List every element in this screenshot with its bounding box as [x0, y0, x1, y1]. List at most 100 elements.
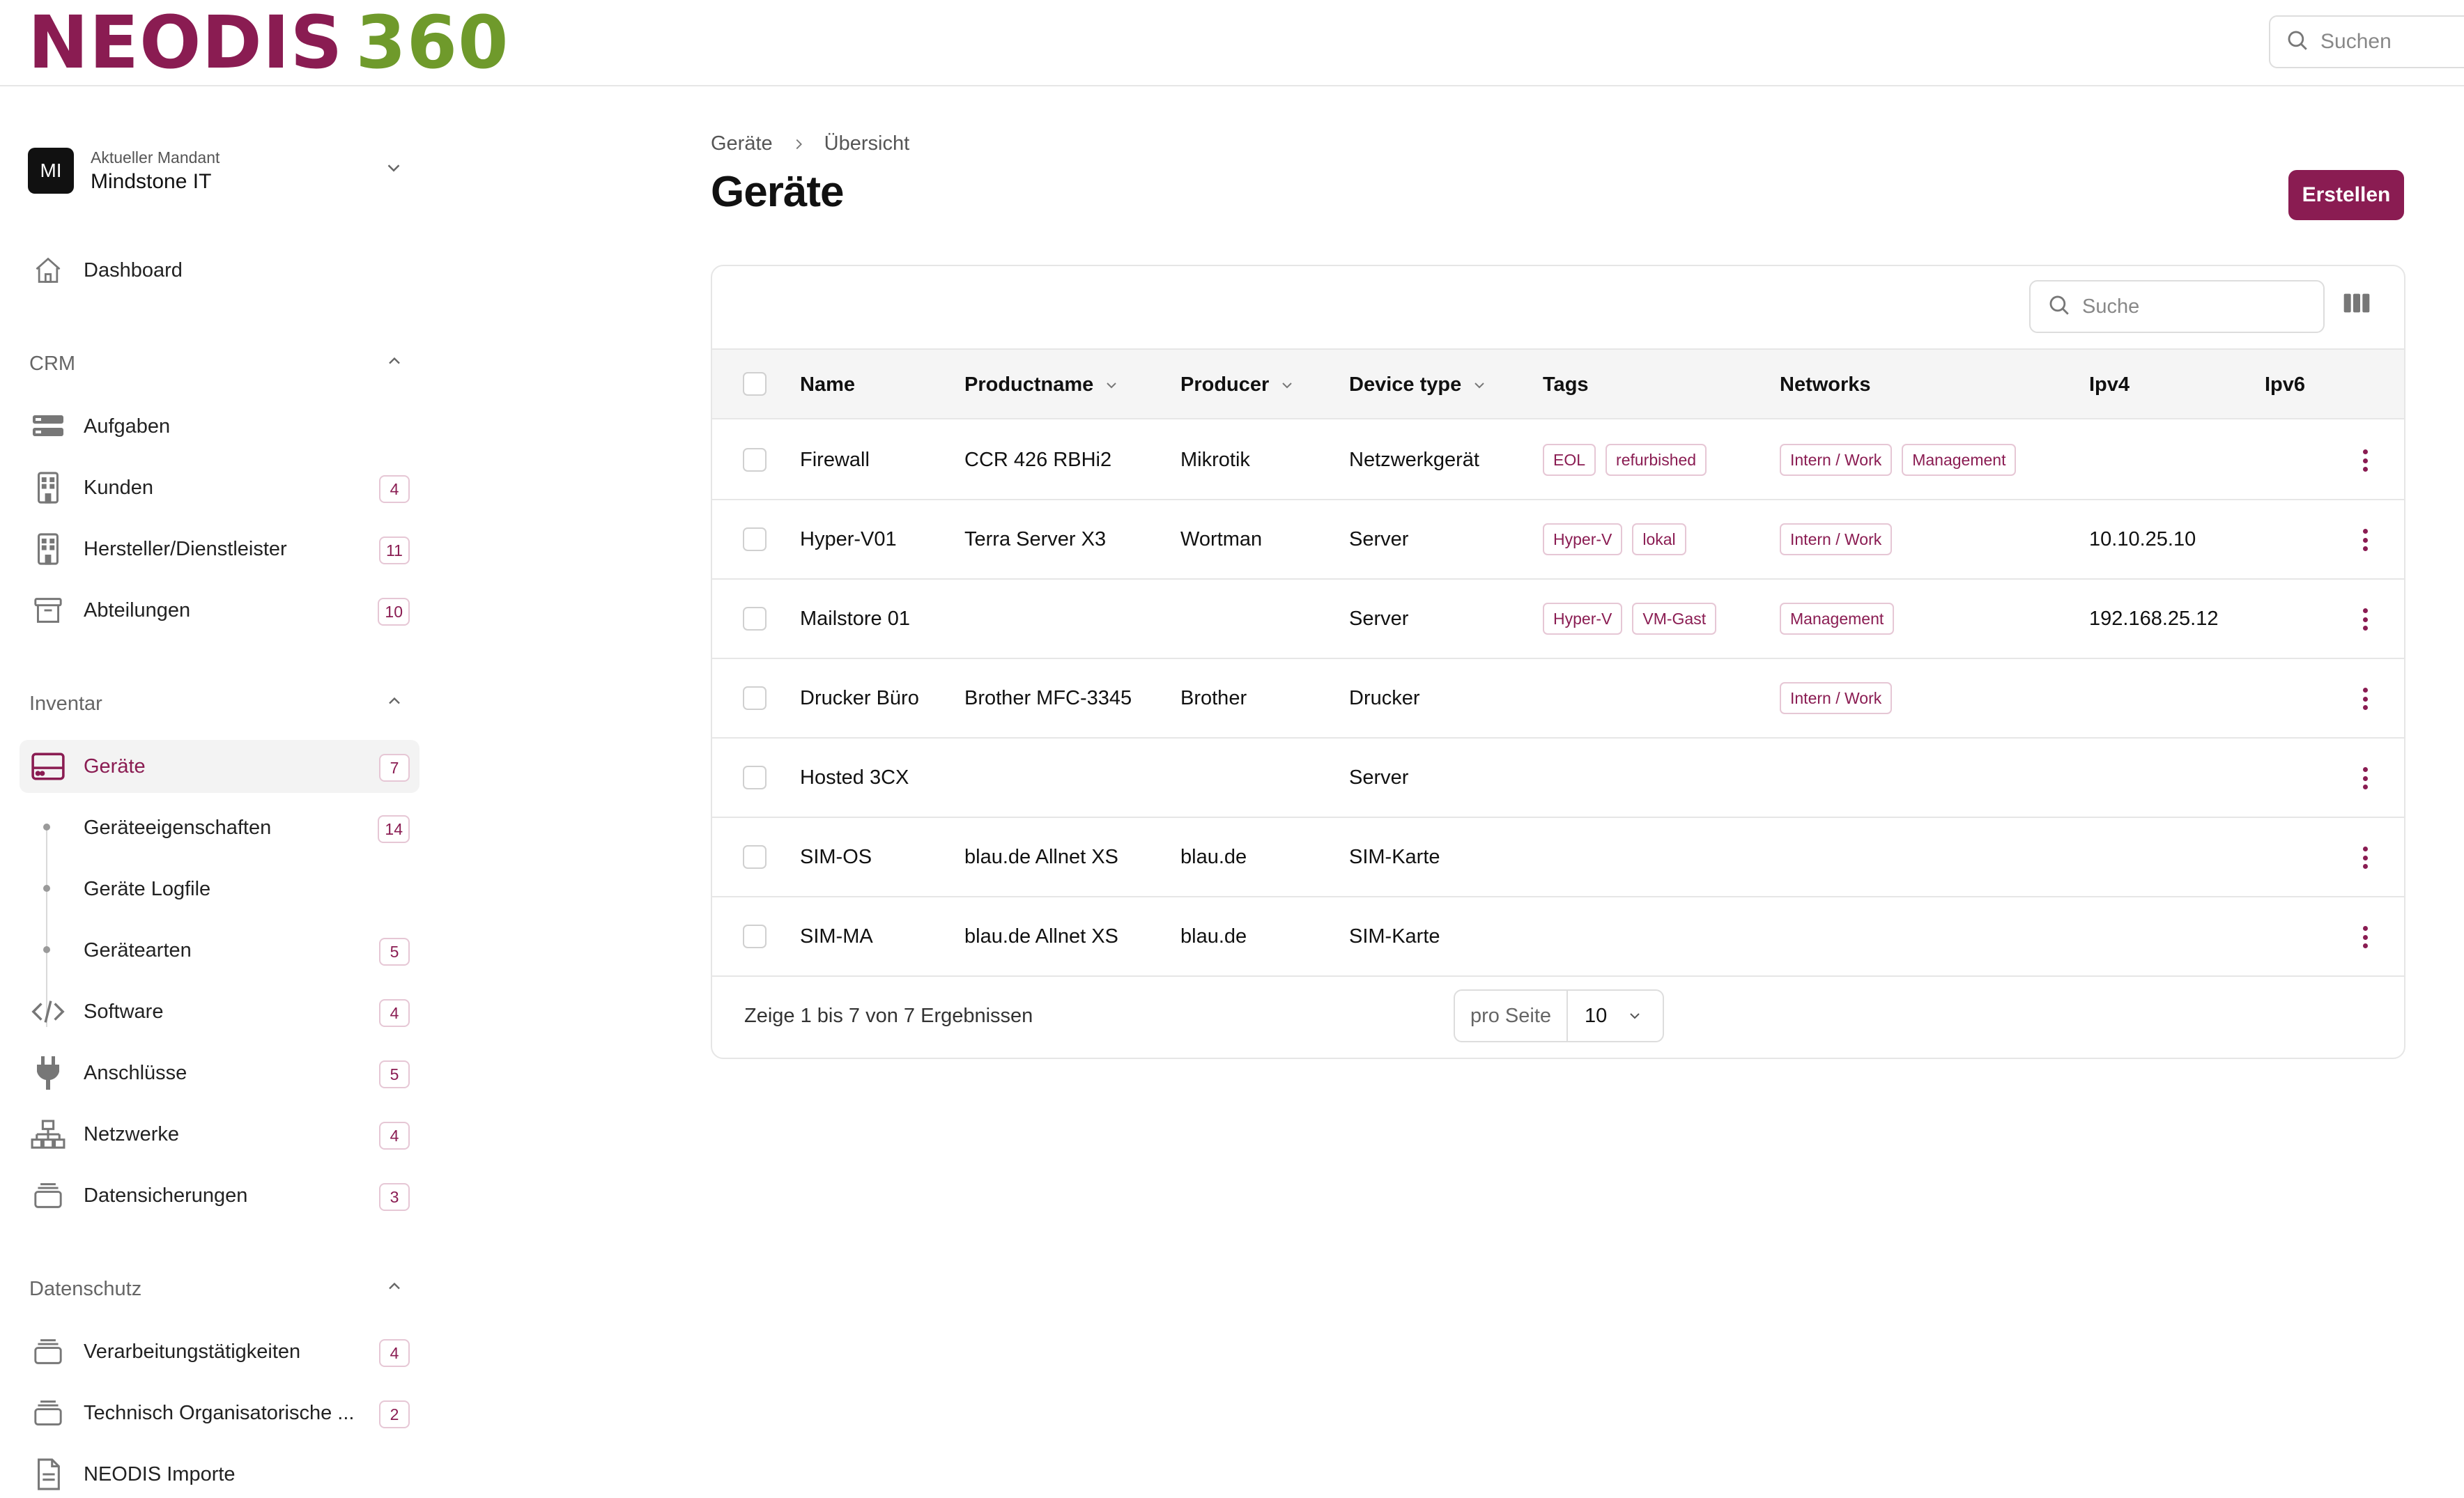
- select-all-checkbox[interactable]: [743, 372, 767, 396]
- sidebar-item-label: Abteilungen: [84, 599, 191, 621]
- kebab-dot: [2362, 926, 2368, 931]
- chevron-up-icon[interactable]: [385, 351, 404, 374]
- sidebar: MI Aktueller Mandant Mindstone IT Dashbo…: [0, 86, 432, 1498]
- code-icon: [22, 998, 74, 1026]
- tag-badge: Hyper-V: [1543, 523, 1623, 555]
- column-header-producer[interactable]: Producer: [1180, 373, 1295, 396]
- table-row[interactable]: SIM-OS blau.de Allnet XS blau.de SIM-Karte: [712, 818, 2404, 897]
- tag-badge: VM-Gast: [1632, 603, 1717, 635]
- count-badge: 5: [379, 1060, 410, 1088]
- per-page-label: pro Seite: [1455, 991, 1568, 1041]
- search-icon: [2047, 293, 2071, 321]
- network-badge-group: Intern / Work: [1780, 682, 1893, 714]
- table-row[interactable]: Mailstore 01 Server 192.168.25.12 Hyper-V VM…: [712, 580, 2404, 659]
- sidebar-item-kunden[interactable]: Kunden 4: [20, 461, 419, 514]
- archive-icon: [22, 596, 74, 624]
- tenant-switcher[interactable]: MI Aktueller Mandant Mindstone IT: [28, 142, 411, 199]
- sidebar-item-anschluesse[interactable]: Anschlüsse 5: [20, 1047, 419, 1099]
- sidebar-item-label: Verarbeitungstätigkeiten: [84, 1340, 301, 1363]
- column-header-device-type[interactable]: Device type: [1349, 373, 1488, 396]
- sidebar-item-label: Geräteeigenschaften: [84, 816, 272, 839]
- table-row[interactable]: SIM-MA blau.de Allnet XS blau.de SIM-Karte: [712, 897, 2404, 977]
- neodis-logo[interactable]: NEODIS 360: [28, 0, 509, 85]
- row-checkbox[interactable]: [743, 527, 767, 551]
- table-search-input[interactable]: Suche: [2029, 280, 2325, 333]
- cell-productname: blau.de Allnet XS: [964, 925, 1118, 948]
- section-title-crm: CRM: [29, 353, 76, 375]
- sidebar-item-netzwerke[interactable]: Netzwerke 4: [20, 1108, 419, 1161]
- sidebar-item-aufgaben[interactable]: Aufgaben: [20, 400, 419, 453]
- column-header-productname[interactable]: Productname: [964, 373, 1120, 396]
- column-header-tags: Tags: [1543, 373, 1589, 396]
- cell-device-type: SIM-Karte: [1349, 925, 1440, 948]
- sidebar-item-tom[interactable]: Technisch Organisatorische ... 2: [20, 1387, 419, 1439]
- row-checkbox[interactable]: [743, 845, 767, 869]
- table-row[interactable]: Hyper-V01 Terra Server X3 Wortman Server 10.…: [712, 500, 2404, 580]
- chevron-up-icon[interactable]: [385, 691, 404, 714]
- columns-toggle-icon[interactable]: [2343, 291, 2371, 318]
- sidebar-item-label: Dashboard: [84, 258, 183, 281]
- sidebar-item-label: Aufgaben: [84, 415, 171, 438]
- kebab-dot: [2362, 688, 2368, 693]
- global-search-input[interactable]: Suchen: [2269, 15, 2464, 68]
- logo-word: NEODIS: [28, 0, 344, 85]
- row-actions-kebab-icon[interactable]: [2358, 685, 2372, 713]
- row-checkbox[interactable]: [743, 766, 767, 789]
- tenant-avatar: MI: [28, 148, 74, 194]
- column-header-networks: Networks: [1780, 373, 1871, 396]
- sidebar-item-datensicherungen[interactable]: Datensicherungen 3: [20, 1169, 419, 1222]
- table-row[interactable]: Drucker Büro Brother MFC-3345 Brother Druck…: [712, 659, 2404, 739]
- kebab-dot: [2362, 855, 2368, 860]
- search-icon: [2286, 29, 2309, 56]
- sidebar-item-geraete-logfile[interactable]: Geräte Logfile: [20, 863, 419, 916]
- row-checkbox[interactable]: [743, 686, 767, 710]
- sidebar-item-geraete[interactable]: Geräte 7: [20, 740, 419, 793]
- breadcrumb-item-current: Übersicht: [824, 132, 910, 155]
- sidebar-item-geraeteeigenschaften[interactable]: Geräteeigenschaften 14: [20, 801, 419, 854]
- create-button[interactable]: Erstellen: [2288, 170, 2404, 220]
- kebab-dot: [2362, 617, 2368, 622]
- sidebar-item-geraetearten[interactable]: Gerätearten 5: [20, 924, 419, 977]
- row-checkbox[interactable]: [743, 925, 767, 948]
- submenu-dot: [43, 946, 50, 953]
- per-page-select[interactable]: pro Seite 10: [1454, 989, 1664, 1042]
- count-badge: 4: [379, 1122, 410, 1150]
- row-actions-kebab-icon[interactable]: [2358, 447, 2372, 474]
- sidebar-item-label: Anschlüsse: [84, 1061, 187, 1084]
- row-checkbox[interactable]: [743, 607, 767, 631]
- tag-badge: Hyper-V: [1543, 603, 1623, 635]
- sidebar-item-dashboard[interactable]: Dashboard: [20, 244, 419, 297]
- sidebar-item-hersteller[interactable]: Hersteller/Dienstleister 11: [20, 523, 419, 576]
- kebab-dot: [2362, 864, 2368, 869]
- sidebar-item-label: Software: [84, 1000, 164, 1023]
- sidebar-item-label: Hersteller/Dienstleister: [84, 537, 287, 560]
- sidebar-item-software[interactable]: Software 4: [20, 985, 419, 1038]
- column-header-label: Producer: [1180, 373, 1270, 396]
- cell-device-type: Server: [1349, 766, 1409, 789]
- row-actions-kebab-icon[interactable]: [2358, 605, 2372, 633]
- column-header-name[interactable]: Name: [800, 373, 855, 396]
- count-badge: 5: [379, 938, 410, 966]
- breadcrumb-item[interactable]: Geräte: [711, 132, 773, 155]
- table-row[interactable]: Hosted 3CX Server: [712, 739, 2404, 818]
- submenu-dot: [43, 885, 50, 892]
- chevron-down-icon: [383, 157, 404, 182]
- row-actions-kebab-icon[interactable]: [2358, 526, 2372, 554]
- row-actions-kebab-icon[interactable]: [2358, 764, 2372, 792]
- chevron-up-icon[interactable]: [385, 1276, 404, 1299]
- sidebar-item-label: Netzwerke: [84, 1122, 179, 1145]
- cell-name: Hyper-V01: [800, 528, 897, 550]
- sidebar-item-abteilungen[interactable]: Abteilungen 10: [20, 584, 419, 637]
- building-icon: [22, 472, 74, 504]
- row-checkbox[interactable]: [743, 448, 767, 472]
- per-page-value[interactable]: 10: [1568, 991, 1663, 1041]
- row-actions-kebab-icon[interactable]: [2358, 844, 2372, 872]
- sidebar-item-neodis-importe[interactable]: NEODIS Importe: [20, 1448, 419, 1498]
- kebab-dot: [2362, 608, 2368, 613]
- submenu-dot: [43, 824, 50, 831]
- cell-producer: Wortman: [1180, 528, 1263, 550]
- sidebar-item-label: Technisch Organisatorische ...: [84, 1401, 355, 1424]
- row-actions-kebab-icon[interactable]: [2358, 923, 2372, 951]
- sidebar-item-verarbeitungstaetigkeiten[interactable]: Verarbeitungstätigkeiten 4: [20, 1325, 419, 1378]
- table-row[interactable]: Firewall CCR 426 RBHi2 Mikrotik Netzwerkger…: [712, 421, 2404, 500]
